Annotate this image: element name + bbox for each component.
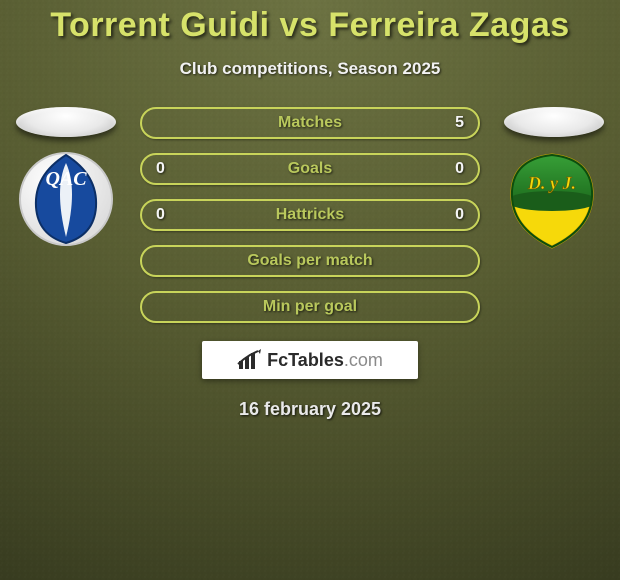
svg-text:D. y J.: D. y J. xyxy=(527,173,576,193)
player-left-column: QAC xyxy=(10,107,120,254)
stat-label: Hattricks xyxy=(276,206,344,224)
brand-box[interactable]: FcTables.com xyxy=(202,341,418,379)
brand-name: FcTables xyxy=(267,350,344,370)
bar-chart-icon xyxy=(237,349,263,371)
stat-label: Matches xyxy=(278,114,342,132)
stat-row: Min per goal xyxy=(140,291,480,323)
stat-value-left: 0 xyxy=(156,206,165,224)
stat-label: Goals xyxy=(288,160,332,178)
team-left-badge: QAC xyxy=(16,149,116,254)
brand-text: FcTables.com xyxy=(267,350,383,371)
stats-column: Matches 5 0 Goals 0 0 Hattricks 0 Goals per matc… xyxy=(138,107,482,323)
stat-value-left: 0 xyxy=(156,160,165,178)
brand-suffix: .com xyxy=(344,350,383,370)
stat-row: 0 Hattricks 0 xyxy=(140,199,480,231)
stat-value-right: 0 xyxy=(455,160,464,178)
defensa-badge-icon: D. y J. xyxy=(500,149,604,253)
player-left-photo-placeholder xyxy=(16,107,116,137)
svg-text:QAC: QAC xyxy=(45,168,87,190)
stat-label: Goals per match xyxy=(247,252,372,270)
footer-date: 16 february 2025 xyxy=(239,399,381,420)
stat-value-right: 5 xyxy=(455,114,464,132)
stat-row: 0 Goals 0 xyxy=(140,153,480,185)
comparison-row: QAC Matches 5 0 Goals 0 0 Hattricks 0 Goals per … xyxy=(0,107,620,323)
stat-label: Min per goal xyxy=(263,298,357,316)
team-right-badge: D. y J. xyxy=(500,149,604,258)
stat-row: Matches 5 xyxy=(140,107,480,139)
player-right-photo-placeholder xyxy=(504,107,604,137)
stat-row: Goals per match xyxy=(140,245,480,277)
page-title: Torrent Guidi vs Ferreira Zagas xyxy=(50,6,569,45)
player-right-column: D. y J. xyxy=(500,107,610,258)
page-subtitle: Club competitions, Season 2025 xyxy=(180,59,441,79)
quilmes-badge-icon: QAC xyxy=(16,149,116,249)
stat-value-right: 0 xyxy=(455,206,464,224)
